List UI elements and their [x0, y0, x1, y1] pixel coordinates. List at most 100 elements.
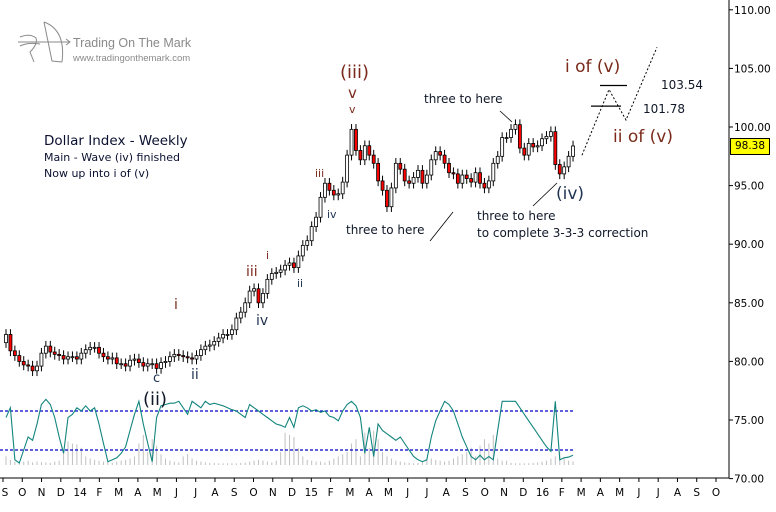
x-tick-label: D — [288, 487, 296, 499]
candle — [398, 158, 403, 175]
candle — [531, 138, 536, 153]
candle-body — [35, 365, 39, 372]
candle — [367, 140, 372, 161]
candle-body — [292, 262, 296, 269]
candle-body — [74, 356, 79, 360]
candle — [371, 149, 376, 169]
candle-body — [114, 357, 119, 365]
candle-body — [504, 137, 509, 139]
x-tick-label: J — [636, 487, 640, 499]
candle — [327, 177, 332, 196]
candle — [101, 347, 106, 362]
candle-body — [225, 334, 230, 336]
candle — [39, 347, 44, 372]
candle-body — [491, 162, 496, 182]
candle-body — [216, 337, 221, 342]
x-tick-label: M — [615, 487, 624, 499]
candle — [323, 177, 327, 203]
candle-body — [8, 334, 13, 352]
x-tick-label: J — [193, 487, 197, 499]
candle — [141, 357, 146, 372]
candle-body — [566, 155, 571, 168]
y-tick-label: 80.00 — [734, 356, 764, 368]
candle — [486, 175, 491, 194]
candle — [464, 169, 469, 184]
x-tick-label: N — [38, 487, 46, 499]
candle — [393, 158, 398, 194]
candle — [265, 274, 270, 299]
candle-body — [336, 193, 341, 196]
candle — [172, 349, 177, 362]
candle — [128, 354, 132, 372]
brand-url: www.tradingonthemark.com — [73, 53, 191, 64]
candle — [119, 358, 124, 370]
candle-body — [212, 341, 217, 346]
candle-body — [30, 365, 35, 372]
candle-body — [101, 352, 106, 358]
candle — [562, 161, 567, 180]
candle-body — [513, 124, 518, 130]
candle — [500, 132, 505, 162]
note-line-2: Now up into i of (v) — [44, 166, 150, 180]
candle — [185, 351, 190, 364]
candle — [145, 358, 150, 372]
label-i-of-v: i of (v) — [565, 57, 621, 77]
wave-label-iv-primary: (iv) — [556, 184, 585, 204]
candle-body — [553, 131, 558, 165]
candle — [150, 358, 155, 370]
candle — [12, 345, 17, 361]
candle-body — [535, 145, 540, 148]
candle — [385, 185, 389, 212]
candle — [168, 351, 172, 367]
candle-body — [283, 264, 287, 271]
y-tick-label: 75.00 — [734, 415, 764, 427]
x-tick-label: O — [712, 487, 720, 499]
axes: 110.00 105.00 100.00 95.00 90.00 85.00 80.00 75… — [0, 0, 771, 499]
candle-body — [393, 162, 398, 189]
candle-body — [12, 350, 17, 356]
wave-label-v-small: v — [349, 103, 356, 116]
candle — [74, 351, 79, 365]
oscillator-series — [5, 398, 574, 464]
candle — [114, 352, 119, 370]
candle — [247, 285, 252, 309]
candle-body — [79, 352, 84, 360]
candle — [66, 351, 70, 365]
candle-body — [119, 363, 124, 366]
y-tick-label: 85.00 — [734, 298, 764, 310]
candle — [123, 358, 128, 372]
candle-body — [39, 352, 44, 367]
candle-body — [517, 124, 522, 149]
candle — [194, 350, 199, 365]
wave-label-iii-primary: (iii) — [340, 62, 370, 83]
oscillator-line — [5, 398, 574, 464]
volume-bars — [5, 430, 574, 465]
candle-body — [88, 346, 93, 351]
x-tick-label: D — [519, 487, 527, 499]
wave-label-ii-small: ii — [297, 277, 304, 290]
x-tick-label: A — [597, 487, 605, 499]
annotation-three-to-here-2: three to here — [424, 92, 503, 106]
candle-body — [562, 166, 567, 175]
candle-body — [21, 360, 26, 366]
candle-body — [424, 174, 429, 184]
candle-body — [163, 360, 168, 363]
candle-body — [451, 172, 456, 175]
candle-body — [411, 176, 416, 184]
candle-body — [323, 182, 327, 198]
candle-body — [354, 128, 358, 151]
candle — [234, 312, 239, 336]
candle-body — [199, 349, 203, 356]
candle — [8, 329, 13, 357]
candle-body — [300, 244, 305, 257]
candle — [97, 342, 101, 359]
candle-body — [557, 164, 562, 175]
x-tick-label: J — [405, 487, 409, 499]
candle-body — [92, 346, 97, 349]
candle-body — [269, 273, 274, 280]
x-tick-label: A — [366, 487, 374, 499]
candle-body — [48, 345, 53, 353]
candle-body — [331, 189, 336, 196]
candle-body — [548, 131, 553, 137]
wave-label-iv: iv — [256, 313, 269, 329]
